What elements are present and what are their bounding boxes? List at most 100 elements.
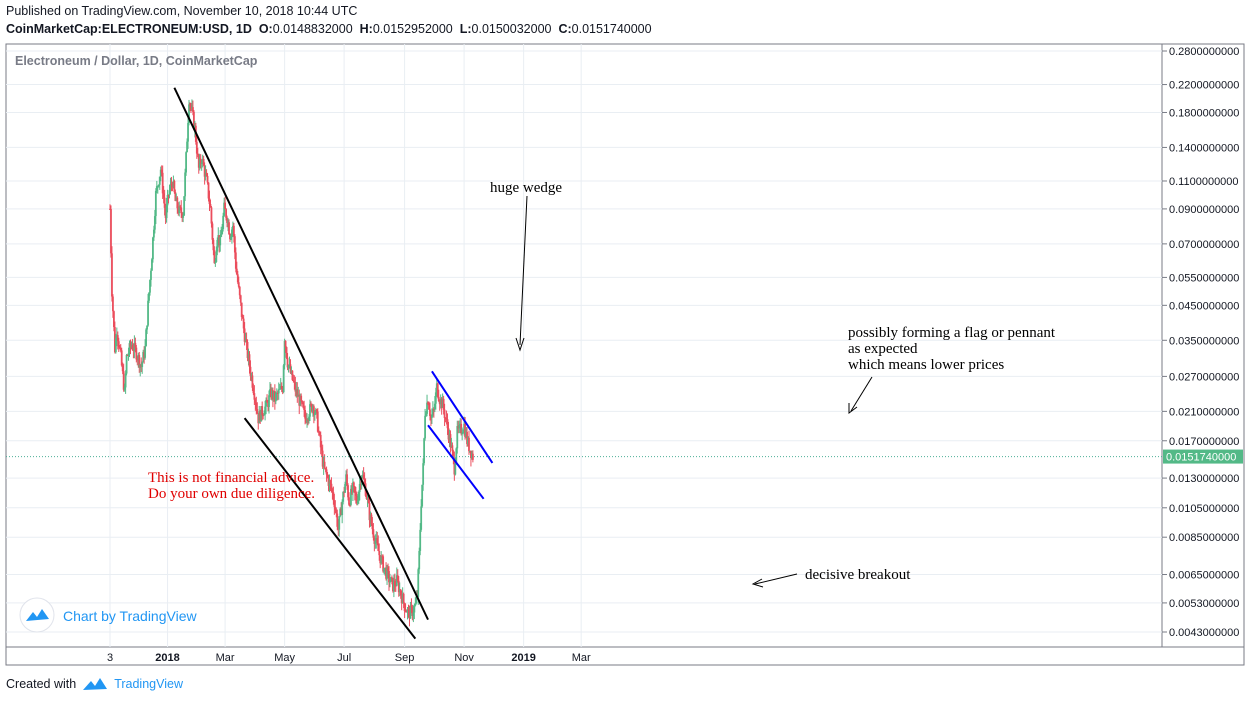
flag-upper-line[interactable]	[431, 370, 494, 464]
candle-body	[204, 172, 207, 177]
candle-body	[441, 398, 444, 408]
tradingview-brand-link[interactable]: TradingView	[114, 677, 183, 691]
candle-body	[450, 445, 453, 448]
candle-body	[143, 351, 146, 358]
candle-body	[462, 431, 465, 434]
candle-body	[253, 393, 256, 400]
wedge-arrow-head	[515, 337, 525, 352]
candle-body	[380, 556, 383, 564]
wedge-lower-line[interactable]	[243, 417, 417, 640]
candle-body	[367, 498, 370, 503]
candle-body	[345, 474, 347, 485]
y-tick-label: 0.0170000000	[1169, 436, 1239, 448]
flag-arrow-line	[850, 376, 873, 412]
candle-body	[193, 125, 196, 130]
candle-body	[323, 461, 326, 468]
candle-body	[214, 261, 217, 264]
candle-body	[430, 416, 432, 418]
candle-body	[330, 483, 333, 490]
candle-body	[453, 458, 456, 475]
time-axis[interactable]: 3 2018 Mar May Jul Sep Nov 2019 Mar	[107, 652, 591, 664]
y-tick-label: 0.0350000000	[1169, 335, 1239, 347]
candle-body	[277, 389, 280, 394]
candle-body	[195, 141, 198, 154]
candle-body	[272, 390, 274, 400]
candle-body	[147, 300, 149, 326]
candle-body	[324, 467, 327, 470]
candle-body	[458, 424, 461, 429]
candle-body	[232, 225, 234, 230]
candle-body	[374, 540, 377, 544]
candle-body	[159, 169, 162, 177]
candle-body	[318, 432, 321, 435]
candle-body	[181, 213, 184, 218]
candle-body	[210, 207, 213, 224]
candle-body	[177, 208, 180, 214]
candle-body	[428, 404, 430, 410]
tradingview-watermark-icon	[19, 597, 55, 633]
candle-body	[236, 274, 239, 283]
annotation-flag-line1: possibly forming a flag or pennant	[848, 325, 1056, 341]
candle-body	[191, 107, 193, 109]
candle-body	[311, 404, 313, 412]
candle-body	[439, 398, 442, 405]
trendlines[interactable]	[173, 87, 494, 640]
candle-body	[468, 437, 470, 452]
candle-body	[170, 184, 173, 186]
candle-body	[222, 215, 225, 230]
flag-lower-line[interactable]	[427, 424, 485, 500]
candle-body	[190, 104, 192, 108]
y-tick-label: 0.0210000000	[1169, 406, 1239, 418]
candle-body	[132, 349, 135, 351]
candle-body	[351, 482, 354, 493]
candle-body	[378, 550, 381, 556]
candle-body	[387, 567, 389, 572]
candle-body	[150, 270, 152, 280]
annotation-breakout: decisive breakout	[805, 567, 911, 583]
candle-body	[152, 229, 155, 238]
price-axis[interactable]: 0.2800000000 0.2200000000 0.1800000000 0.14…	[1162, 46, 1243, 639]
candle-body	[406, 609, 409, 613]
wedge-upper-line[interactable]	[173, 87, 429, 621]
candle-body	[357, 492, 360, 502]
y-tick-label: 0.1400000000	[1169, 142, 1239, 154]
candle-body	[241, 316, 244, 319]
candle-body	[172, 180, 175, 188]
candle-body	[285, 347, 288, 358]
candle-body	[471, 453, 473, 459]
candle-body	[420, 506, 423, 530]
x-tick-label: Jul	[337, 652, 351, 664]
candle-body	[197, 154, 200, 168]
candle-body	[125, 355, 128, 374]
x-tick-label: Nov	[454, 652, 474, 664]
candle-body	[267, 402, 269, 408]
candle-body	[300, 395, 303, 401]
candle-body	[154, 190, 157, 217]
candle-body	[417, 569, 420, 597]
watermark[interactable]: Chart by TradingView	[19, 597, 197, 633]
candle-body	[131, 345, 134, 350]
candle-body	[117, 341, 120, 348]
candle-body	[452, 451, 455, 459]
candle-body	[415, 596, 418, 604]
candle-body	[168, 190, 171, 196]
candle-body	[424, 415, 426, 439]
candle-body	[274, 393, 277, 402]
candle-body	[114, 337, 117, 353]
candle-body	[371, 524, 374, 530]
low-value: 0.0150032000	[471, 22, 552, 36]
candle-body	[122, 371, 125, 390]
candle-body	[281, 388, 284, 392]
candle-body	[353, 486, 356, 493]
candle-body	[278, 388, 281, 390]
candle-body	[385, 567, 387, 579]
candle-body	[348, 497, 350, 505]
candle-body	[381, 556, 384, 558]
candle-body	[155, 186, 158, 191]
candle-body	[391, 577, 394, 592]
candle-body	[336, 513, 339, 527]
candle-body	[165, 205, 168, 219]
candle-body	[327, 477, 330, 486]
